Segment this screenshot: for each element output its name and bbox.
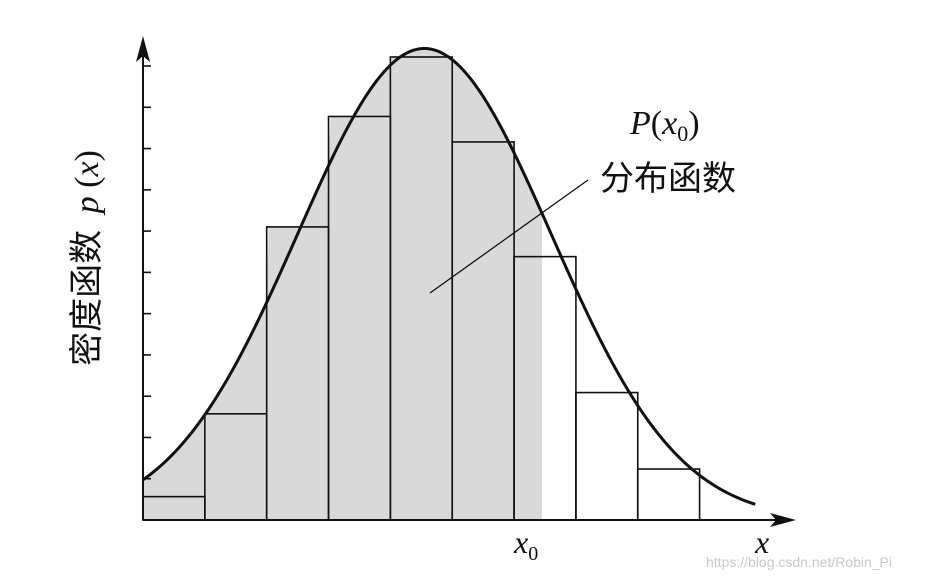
annot-paren-close: ) (688, 105, 699, 142)
annot-x: x (661, 105, 677, 142)
shaded-area-group (143, 48, 542, 520)
density-curve-group (142, 46, 756, 506)
ylabel-paren-open: ( (69, 177, 106, 188)
shaded-region (143, 48, 542, 520)
x-axis-arrow (770, 513, 796, 527)
svg-text:密度函数 p (x): 密度函数 p (x) (68, 150, 106, 366)
annotation-leader-line (429, 179, 589, 294)
annot-P: P (629, 105, 651, 142)
ylabel-var-p: p (69, 196, 106, 215)
x-axis-label: x (754, 524, 769, 560)
y-axis-arrow (136, 36, 150, 62)
x0-sub: 0 (528, 543, 538, 565)
x0-label: x0 (513, 524, 538, 565)
density-curve (142, 46, 756, 506)
watermark-text: https://blog.csdn.net/Robin_Pi (706, 554, 892, 570)
x0-x: x (513, 524, 528, 560)
annotation: P(x0) 分布函数 (429, 105, 736, 294)
annotation-P-x0: P(x0) (629, 105, 700, 146)
histogram-bar (636, 468, 701, 521)
annot-sub: 0 (677, 121, 688, 146)
ylabel-text: 密度函数 (68, 230, 106, 366)
histogram-bar (575, 391, 639, 521)
axes-group (136, 36, 796, 527)
annot-paren-open: ( (651, 105, 662, 142)
y-axis-label: 密度函数 p (x) (68, 150, 106, 366)
ylabel-paren-close: ) (69, 150, 106, 161)
ylabel-var-x: x (69, 161, 106, 177)
annotation-distribution-function: 分布函数 (600, 160, 736, 198)
